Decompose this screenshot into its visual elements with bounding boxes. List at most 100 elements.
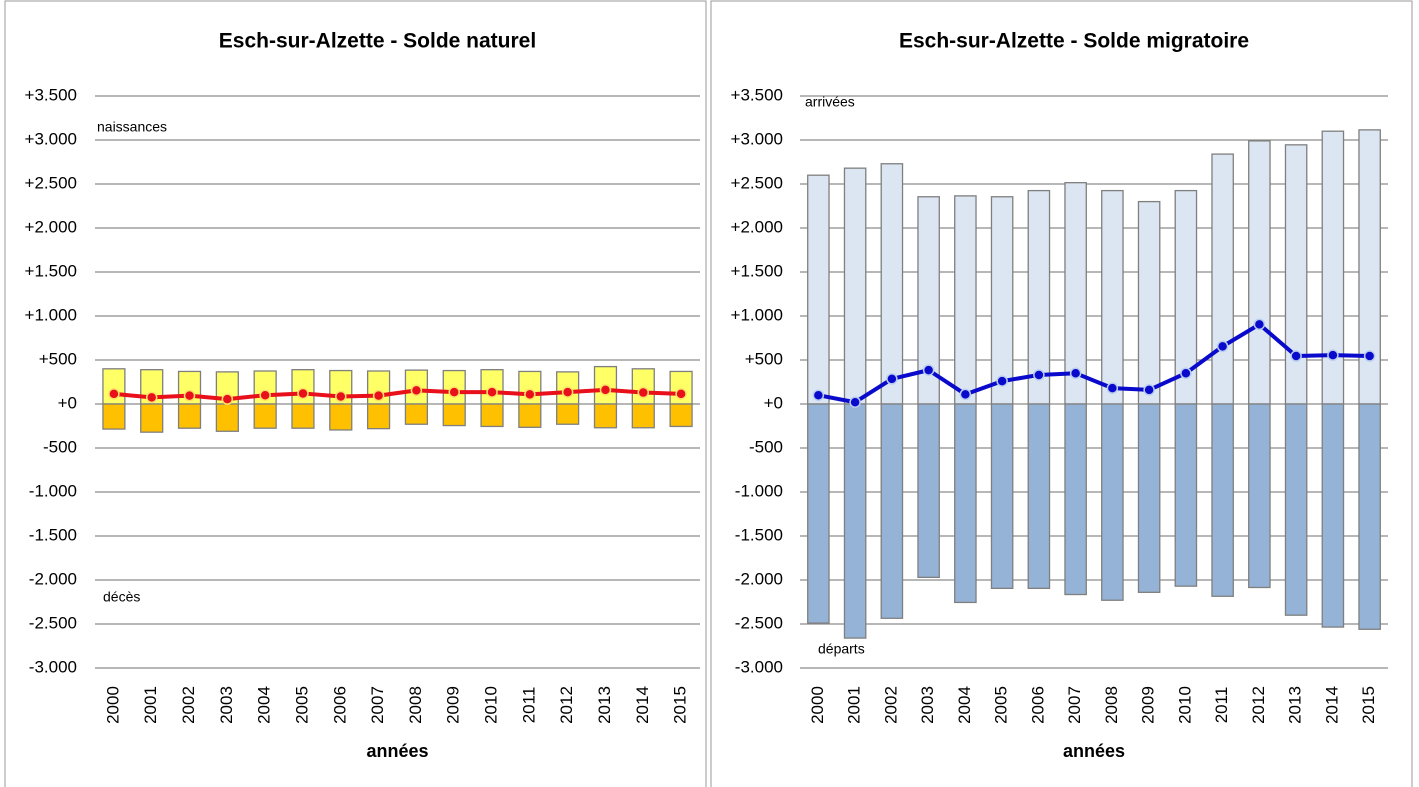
annotation: arrivées — [805, 94, 855, 110]
x-tick-label: 2006 — [330, 686, 349, 724]
line-marker — [812, 389, 825, 401]
x-tick-label: 2005 — [292, 686, 311, 724]
panel-border — [710, 0, 1413, 787]
line-marker — [259, 389, 271, 401]
bar — [1211, 153, 1234, 405]
bar — [404, 403, 429, 425]
x-tick-label: 2000 — [808, 686, 827, 724]
bar — [291, 403, 315, 429]
x-tick-label: 2003 — [217, 686, 236, 724]
line-marker — [1290, 350, 1302, 362]
x-tick-label: 2012 — [557, 686, 576, 724]
bar — [843, 167, 867, 405]
y-tick-label: +0 — [764, 393, 783, 412]
bar — [1248, 140, 1271, 405]
bar — [593, 403, 618, 429]
annotation: décès — [103, 589, 140, 605]
bar — [807, 403, 830, 624]
bar — [1101, 403, 1124, 601]
annotation: départs — [818, 641, 865, 657]
y-tick-label: +3.500 — [25, 85, 77, 104]
bar — [1174, 403, 1198, 587]
bar — [917, 403, 940, 579]
line-marker — [335, 390, 347, 403]
x-tick-label: 2007 — [368, 686, 387, 724]
bar — [1027, 403, 1051, 590]
line-marker — [637, 386, 650, 399]
line-marker — [1069, 367, 1082, 379]
line-marker — [1216, 340, 1229, 353]
y-tick-label: +1.500 — [731, 261, 783, 280]
bar — [990, 196, 1014, 405]
bar — [880, 163, 904, 405]
line-marker — [1180, 367, 1192, 379]
bar — [1064, 403, 1087, 596]
y-tick-label: -2.500 — [735, 613, 783, 632]
bar — [1101, 189, 1124, 405]
line-marker — [886, 373, 898, 385]
x-tick-label: 2002 — [881, 686, 900, 724]
bar — [480, 403, 504, 428]
x-tick-label: 2015 — [671, 686, 690, 724]
line-marker — [922, 364, 935, 376]
y-tick-label: +2.000 — [731, 217, 783, 236]
y-tick-label: -2.000 — [29, 569, 77, 588]
line-marker — [996, 375, 1008, 387]
bar — [807, 174, 830, 405]
line-marker — [959, 388, 972, 401]
line-marker — [183, 389, 196, 402]
bar — [1211, 403, 1234, 597]
chart: Esch-sur-Alzette - Solde migratoire -3.00… — [731, 30, 1388, 761]
line-marker — [1033, 369, 1045, 381]
line-marker — [1253, 318, 1266, 331]
x-axis-label: années — [366, 741, 428, 761]
bar — [1284, 144, 1308, 405]
bar — [1137, 403, 1161, 593]
chart-title: Esch-sur-Alzette - Solde migratoire — [899, 30, 1249, 53]
x-tick-label: 2002 — [179, 686, 198, 724]
x-tick-label: 2015 — [1359, 686, 1378, 724]
bar — [253, 403, 277, 429]
y-tick-label: +3.000 — [731, 129, 783, 148]
y-tick-label: -1.000 — [29, 481, 77, 500]
x-tick-label: 2009 — [444, 686, 463, 724]
x-tick-label: 2008 — [406, 686, 425, 724]
line — [817, 322, 1370, 405]
y-tick-label: +500 — [39, 349, 77, 368]
line-marker — [849, 396, 861, 408]
annotation: naissances — [97, 119, 167, 135]
x-tick-label: 2003 — [918, 686, 937, 724]
y-tick-label: +1.000 — [731, 305, 783, 324]
line-marker — [1143, 384, 1155, 396]
y-tick-label: +3.500 — [731, 85, 783, 104]
line-marker — [297, 387, 309, 400]
x-tick-label: 2007 — [1065, 686, 1084, 724]
bar — [1248, 403, 1271, 589]
bar — [177, 403, 202, 429]
x-axis-label: années — [1063, 741, 1125, 761]
y-tick-label: +1.500 — [25, 261, 77, 280]
bar — [631, 403, 655, 429]
x-tick-label: 2008 — [1102, 686, 1121, 724]
x-tick-label: 2004 — [255, 686, 274, 724]
y-tick-label: +2.000 — [25, 217, 77, 236]
line-marker — [410, 384, 423, 397]
x-tick-label: 2011 — [1212, 687, 1231, 724]
chart: Esch-sur-Alzette - Solde naturel -3.000 -2… — [25, 30, 700, 761]
bar — [1284, 403, 1308, 616]
bar — [140, 403, 164, 433]
bar — [990, 403, 1014, 590]
y-tick-label: +2.500 — [25, 173, 77, 192]
line-marker — [675, 388, 687, 400]
x-tick-label: 2013 — [1286, 686, 1305, 724]
bar — [843, 403, 867, 639]
x-tick-label: 2000 — [103, 686, 122, 724]
x-tick-label: 2001 — [845, 686, 864, 724]
bar — [1137, 200, 1161, 405]
x-tick-label: 2013 — [595, 686, 614, 724]
y-tick-label: +1.000 — [25, 305, 77, 324]
x-tick-label: 2004 — [955, 686, 974, 724]
bar — [631, 368, 655, 405]
panel-border — [4, 0, 707, 787]
